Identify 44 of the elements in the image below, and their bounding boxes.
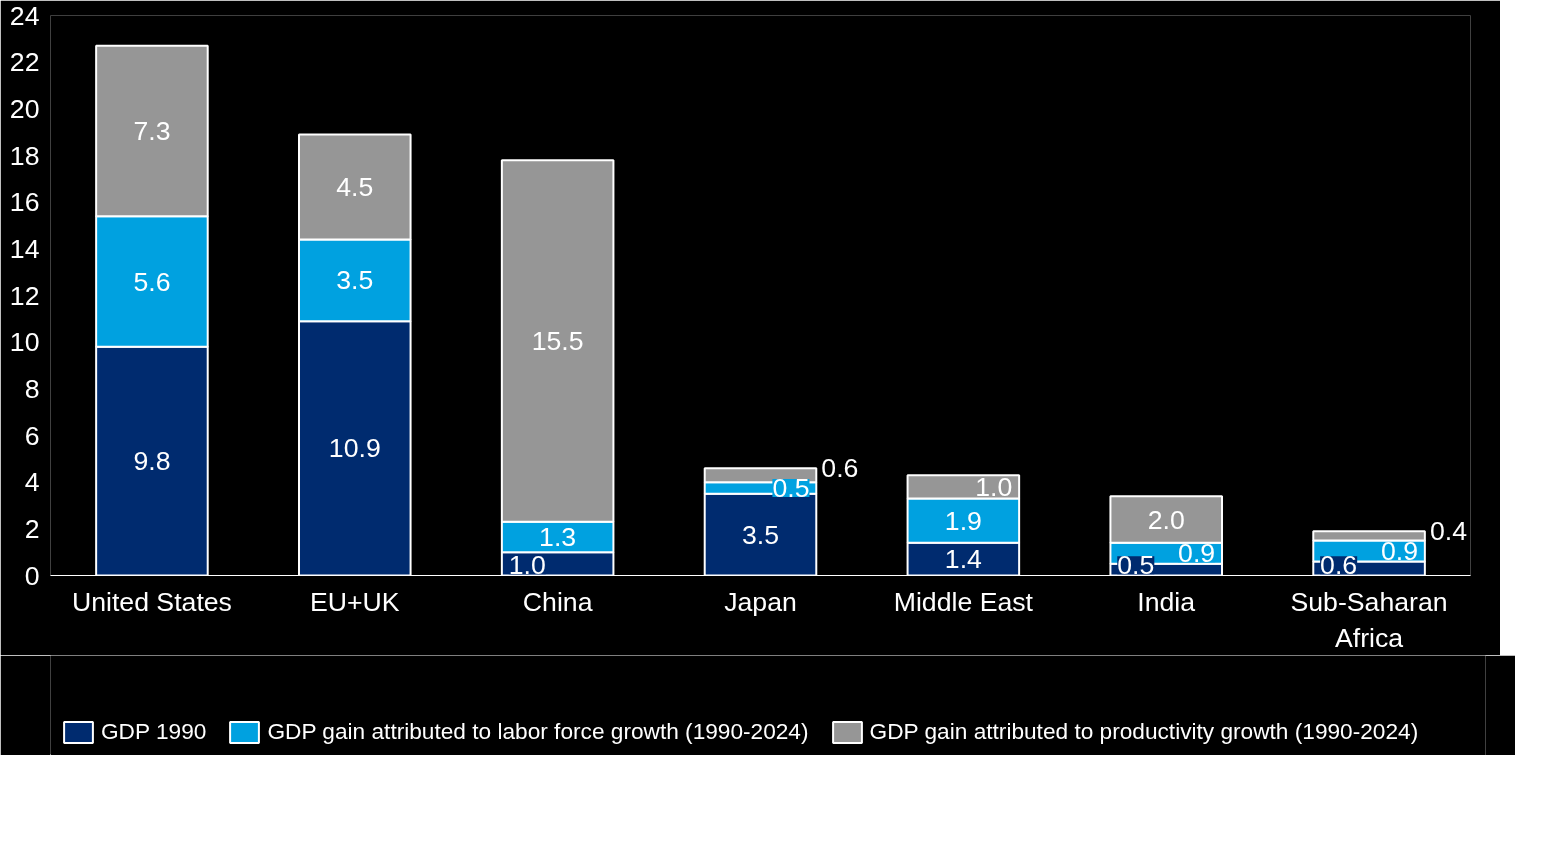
y-tick-label: 4 xyxy=(24,467,40,498)
data-label: 1.4 xyxy=(944,544,983,575)
legend-label: GDP gain attributed to productivity growth (1990-2024) xyxy=(869,718,1419,745)
y-tick-label: 6 xyxy=(24,420,40,451)
y-tick-label: 14 xyxy=(9,233,40,264)
y-tick-label: 12 xyxy=(9,280,40,311)
data-label: 1.9 xyxy=(944,505,982,536)
y-tick-label: 8 xyxy=(24,373,40,404)
data-label: 0.5 xyxy=(772,473,810,503)
data-label: 3.5 xyxy=(336,265,374,296)
x-tick-label: United States xyxy=(71,586,232,617)
data-label: 3.5 xyxy=(741,519,780,550)
data-label: 1.0 xyxy=(508,550,546,581)
data-label: 0.4 xyxy=(1429,516,1468,547)
data-label: 0.9 xyxy=(1380,536,1419,566)
data-label: 10.9 xyxy=(328,433,381,464)
x-tick-label: India xyxy=(1137,586,1196,617)
data-label: 5.6 xyxy=(133,266,171,297)
x-tick-label: Sub-Saharan Africa xyxy=(1290,586,1448,653)
data-label: 0.6 xyxy=(821,453,859,484)
data-label: 15.5 xyxy=(531,326,584,356)
x-tick-label: EU+UK xyxy=(309,586,400,617)
data-label: 7.3 xyxy=(133,116,171,146)
data-label: 0.5 xyxy=(1117,550,1155,581)
data-label: 0.9 xyxy=(1178,538,1216,569)
y-tick-label: 18 xyxy=(9,140,40,171)
x-tick-label: China xyxy=(522,586,593,617)
x-tick-label: Middle East xyxy=(893,586,1034,617)
y-tick-label: 0 xyxy=(24,560,40,591)
data-label: 0.6 xyxy=(1320,550,1358,581)
legend-label: GDP 1990 xyxy=(101,718,207,745)
data-label: 1.0 xyxy=(975,471,1013,502)
y-tick-label: 22 xyxy=(9,47,40,78)
y-tick-label: 16 xyxy=(9,187,40,218)
legend-label: GDP gain attributed to labor force growth (1990-2024) xyxy=(267,718,809,745)
data-label: 1.3 xyxy=(539,522,577,552)
y-tick-label: 20 xyxy=(9,93,40,124)
data-label: 2.0 xyxy=(1147,504,1185,535)
y-tick-label: 10 xyxy=(9,327,40,358)
y-tick-label: 2 xyxy=(24,513,40,544)
data-label: 9.8 xyxy=(133,446,171,477)
data-label: 4.5 xyxy=(336,172,374,202)
y-tick-label: 24 xyxy=(9,0,40,31)
x-tick-label: Japan xyxy=(724,586,797,617)
